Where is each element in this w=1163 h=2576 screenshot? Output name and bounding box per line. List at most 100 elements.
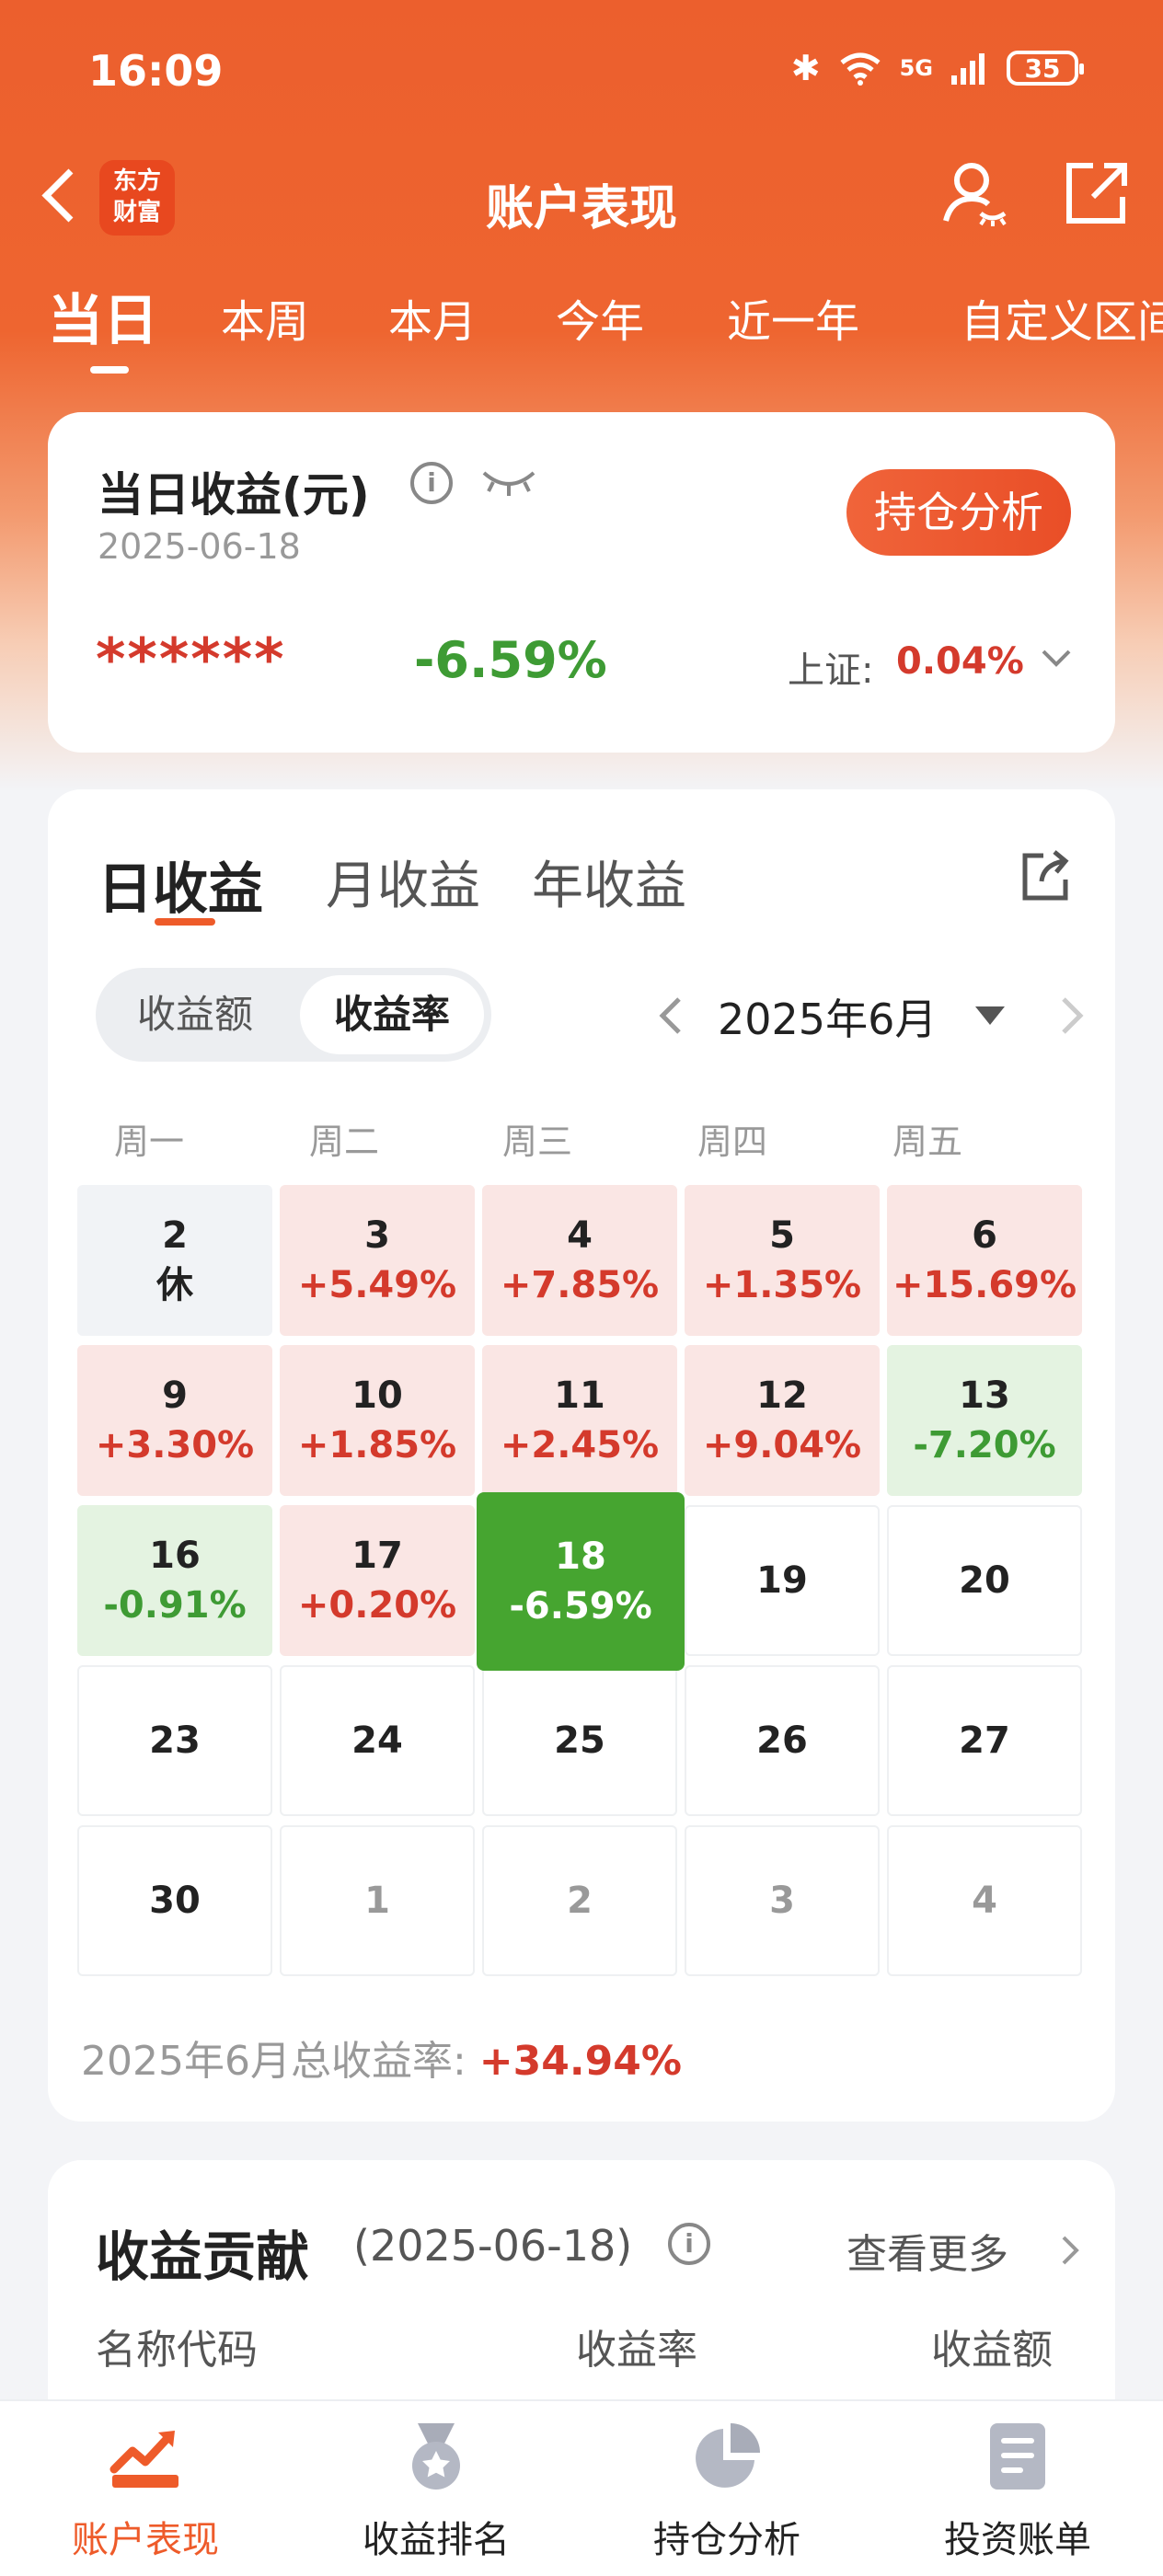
holding-analysis-button[interactable]: 持仓分析	[846, 469, 1071, 556]
tabbar-investment-bill[interactable]: 投资账单	[872, 2401, 1163, 2576]
day-number: 25	[554, 1719, 605, 1762]
tabbar-label: 账户表现	[72, 2519, 219, 2561]
day-number: 17	[351, 1535, 403, 1577]
calendar-day[interactable]: 17 +0.20%	[280, 1505, 475, 1656]
export-icon[interactable]	[1016, 846, 1075, 905]
bill-icon	[990, 2423, 1045, 2490]
calendar-day[interactable]: 6 +15.69%	[887, 1185, 1082, 1336]
calendar-day[interactable]: 10 +1.85%	[280, 1345, 475, 1496]
tabbar-holding-analysis[interactable]: 持仓分析	[582, 2401, 872, 2576]
day-value: +2.45%	[500, 1424, 660, 1466]
tab-this-month[interactable]: 本月	[388, 296, 478, 348]
day-number: 11	[554, 1374, 605, 1417]
calendar-day[interactable]: 27	[887, 1665, 1082, 1816]
active-tab-indicator	[90, 366, 129, 374]
status-time: 16:09	[88, 46, 224, 96]
calendar-day[interactable]: 16 -0.91%	[77, 1505, 272, 1656]
day-number: 4	[972, 1880, 997, 1922]
day-value: 休	[156, 1264, 193, 1306]
logo-text-2: 财富	[112, 199, 161, 226]
month-total-label: 2025年6月总收益率:	[81, 2038, 466, 2085]
calendar-day[interactable]: 24	[280, 1665, 475, 1816]
calendar-day[interactable]: 5 +1.35%	[685, 1185, 880, 1336]
day-number: 6	[972, 1214, 997, 1257]
calendar-day[interactable]: 12 +9.04%	[685, 1345, 880, 1496]
chevron-down-icon[interactable]	[1038, 640, 1075, 677]
chevron-right-icon[interactable]	[1056, 2234, 1084, 2267]
day-value: +1.85%	[297, 1424, 457, 1466]
tab-yearly-income[interactable]: 年收益	[532, 857, 686, 916]
calendar-day-selected[interactable]: 18 -6.59%	[477, 1492, 685, 1671]
calendar-day[interactable]: 30	[77, 1825, 272, 1976]
pie-chart-icon	[696, 2423, 760, 2488]
day-number: 30	[149, 1880, 201, 1922]
month-total: 2025年6月总收益率: +34.94%	[81, 2028, 682, 2087]
calendar-day[interactable]: 19	[685, 1505, 880, 1656]
day-number: 18	[555, 1535, 606, 1578]
calendar-day[interactable]: 23	[77, 1665, 272, 1816]
tabbar-income-ranking[interactable]: 收益排名	[291, 2401, 582, 2576]
day-number: 27	[959, 1719, 1010, 1762]
income-calendar-card: 日收益 月收益 年收益 收益额 收益率 2025年6月 周一 周二 周三 周四 …	[48, 789, 1115, 2122]
wifi-icon	[840, 52, 881, 86]
amount-rate-toggle: 收益额 收益率	[96, 968, 491, 1062]
period-tabs: 当日 本周 本月 今年 近一年 自定义区间	[0, 285, 1163, 374]
tabbar-label: 持仓分析	[653, 2519, 800, 2561]
tabbar-account-performance[interactable]: 账户表现	[0, 2401, 291, 2576]
calendar-day[interactable]: 11 +2.45%	[482, 1345, 677, 1496]
network-type: 5G	[899, 55, 933, 81]
medal-icon	[412, 2423, 460, 2490]
toggle-amount[interactable]: 收益额	[136, 992, 253, 1037]
tab-custom-range[interactable]: 自定义区间	[961, 296, 1163, 348]
info-icon[interactable]: i	[410, 462, 453, 504]
status-bar: 16:09 ✱ 5G 35	[0, 0, 1163, 138]
next-month-icon[interactable]	[1047, 990, 1095, 1041]
calendar-day[interactable]: 13 -7.20%	[887, 1345, 1082, 1496]
calendar-day[interactable]: 1	[280, 1825, 475, 1976]
tab-last-year[interactable]: 近一年	[727, 296, 860, 348]
share-icon[interactable]	[1060, 156, 1134, 230]
calendar-day[interactable]: 4 +7.85%	[482, 1185, 677, 1336]
tabbar-label: 收益排名	[363, 2519, 510, 2561]
bluetooth-icon: ✱	[790, 48, 821, 88]
tab-daily-income[interactable]: 日收益	[98, 857, 263, 922]
index-value: 0.04%	[896, 640, 1024, 683]
tab-this-year[interactable]: 今年	[556, 296, 645, 348]
weekday-tue: 周二	[308, 1121, 379, 1162]
weekday-wed: 周三	[501, 1121, 572, 1162]
dropdown-triangle-icon[interactable]	[973, 1005, 1007, 1029]
calendar-day[interactable]: 2	[482, 1825, 677, 1976]
tab-this-week[interactable]: 本周	[221, 296, 310, 348]
calendar-day[interactable]: 20	[887, 1505, 1082, 1656]
month-total-value: +34.94%	[478, 2038, 682, 2085]
toggle-rate[interactable]: 收益率	[300, 975, 484, 1054]
eye-closed-icon[interactable]	[480, 464, 537, 500]
back-button[interactable]	[33, 158, 88, 232]
day-value: +1.35%	[702, 1264, 862, 1306]
today-income-card: 当日收益(元) i 2025-06-18 持仓分析 ****** -6.59% …	[48, 412, 1115, 753]
weekday-mon: 周一	[113, 1121, 184, 1162]
day-value: -7.20%	[913, 1424, 1056, 1466]
income-date: 2025-06-18	[98, 526, 301, 567]
income-rate: -6.59%	[414, 631, 607, 689]
day-number: 26	[756, 1719, 808, 1762]
day-number: 20	[959, 1559, 1010, 1602]
calendar-day[interactable]: 4	[887, 1825, 1082, 1976]
calendar-day[interactable]: 3 +5.49%	[280, 1185, 475, 1336]
day-number: 2	[567, 1880, 593, 1922]
calendar-day[interactable]: 25	[482, 1665, 677, 1816]
view-more-link[interactable]: 查看更多	[846, 2231, 1008, 2278]
tab-today[interactable]: 当日	[48, 289, 158, 353]
calendar-day[interactable]: 26	[685, 1665, 880, 1816]
calendar-day[interactable]: 3	[685, 1825, 880, 1976]
tab-monthly-income[interactable]: 月收益	[326, 857, 480, 916]
income-title: 当日收益(元)	[98, 468, 370, 522]
prev-month-icon[interactable]	[648, 990, 696, 1041]
info-icon[interactable]: i	[668, 2223, 710, 2265]
user-privacy-icon[interactable]	[938, 156, 1012, 230]
month-selector[interactable]: 2025年6月	[718, 995, 938, 1044]
calendar-day[interactable]: 9 +3.30%	[77, 1345, 272, 1496]
status-icons: ✱ 5G 35	[790, 48, 1084, 88]
day-number: 10	[351, 1374, 403, 1417]
